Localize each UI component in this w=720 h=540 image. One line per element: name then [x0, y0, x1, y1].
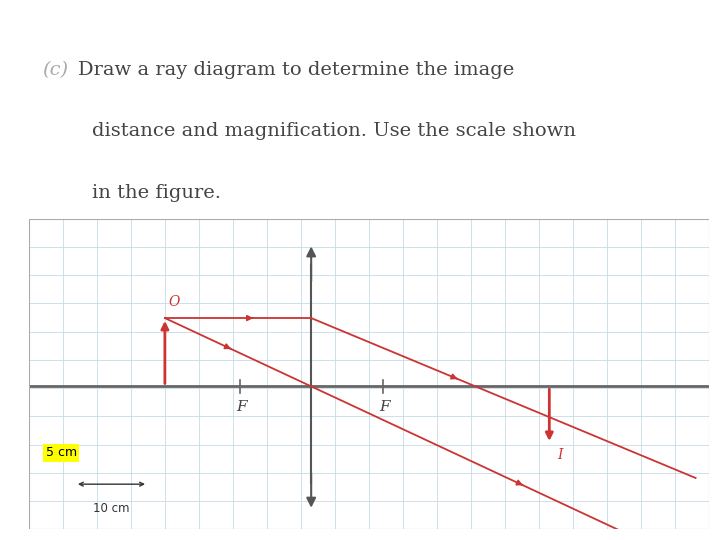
Text: 5 cm: 5 cm	[46, 446, 77, 459]
Text: distance and magnification. Use the scale shown: distance and magnification. Use the scal…	[92, 123, 576, 140]
Text: 10 cm: 10 cm	[93, 502, 130, 515]
Text: F: F	[379, 400, 390, 414]
Text: in the figure.: in the figure.	[92, 184, 221, 202]
Text: O: O	[168, 295, 180, 309]
Text: I: I	[557, 448, 563, 462]
Text: Draw a ray diagram to determine the image: Draw a ray diagram to determine the imag…	[78, 61, 514, 79]
Text: F: F	[236, 400, 247, 414]
Text: (c): (c)	[42, 61, 68, 79]
